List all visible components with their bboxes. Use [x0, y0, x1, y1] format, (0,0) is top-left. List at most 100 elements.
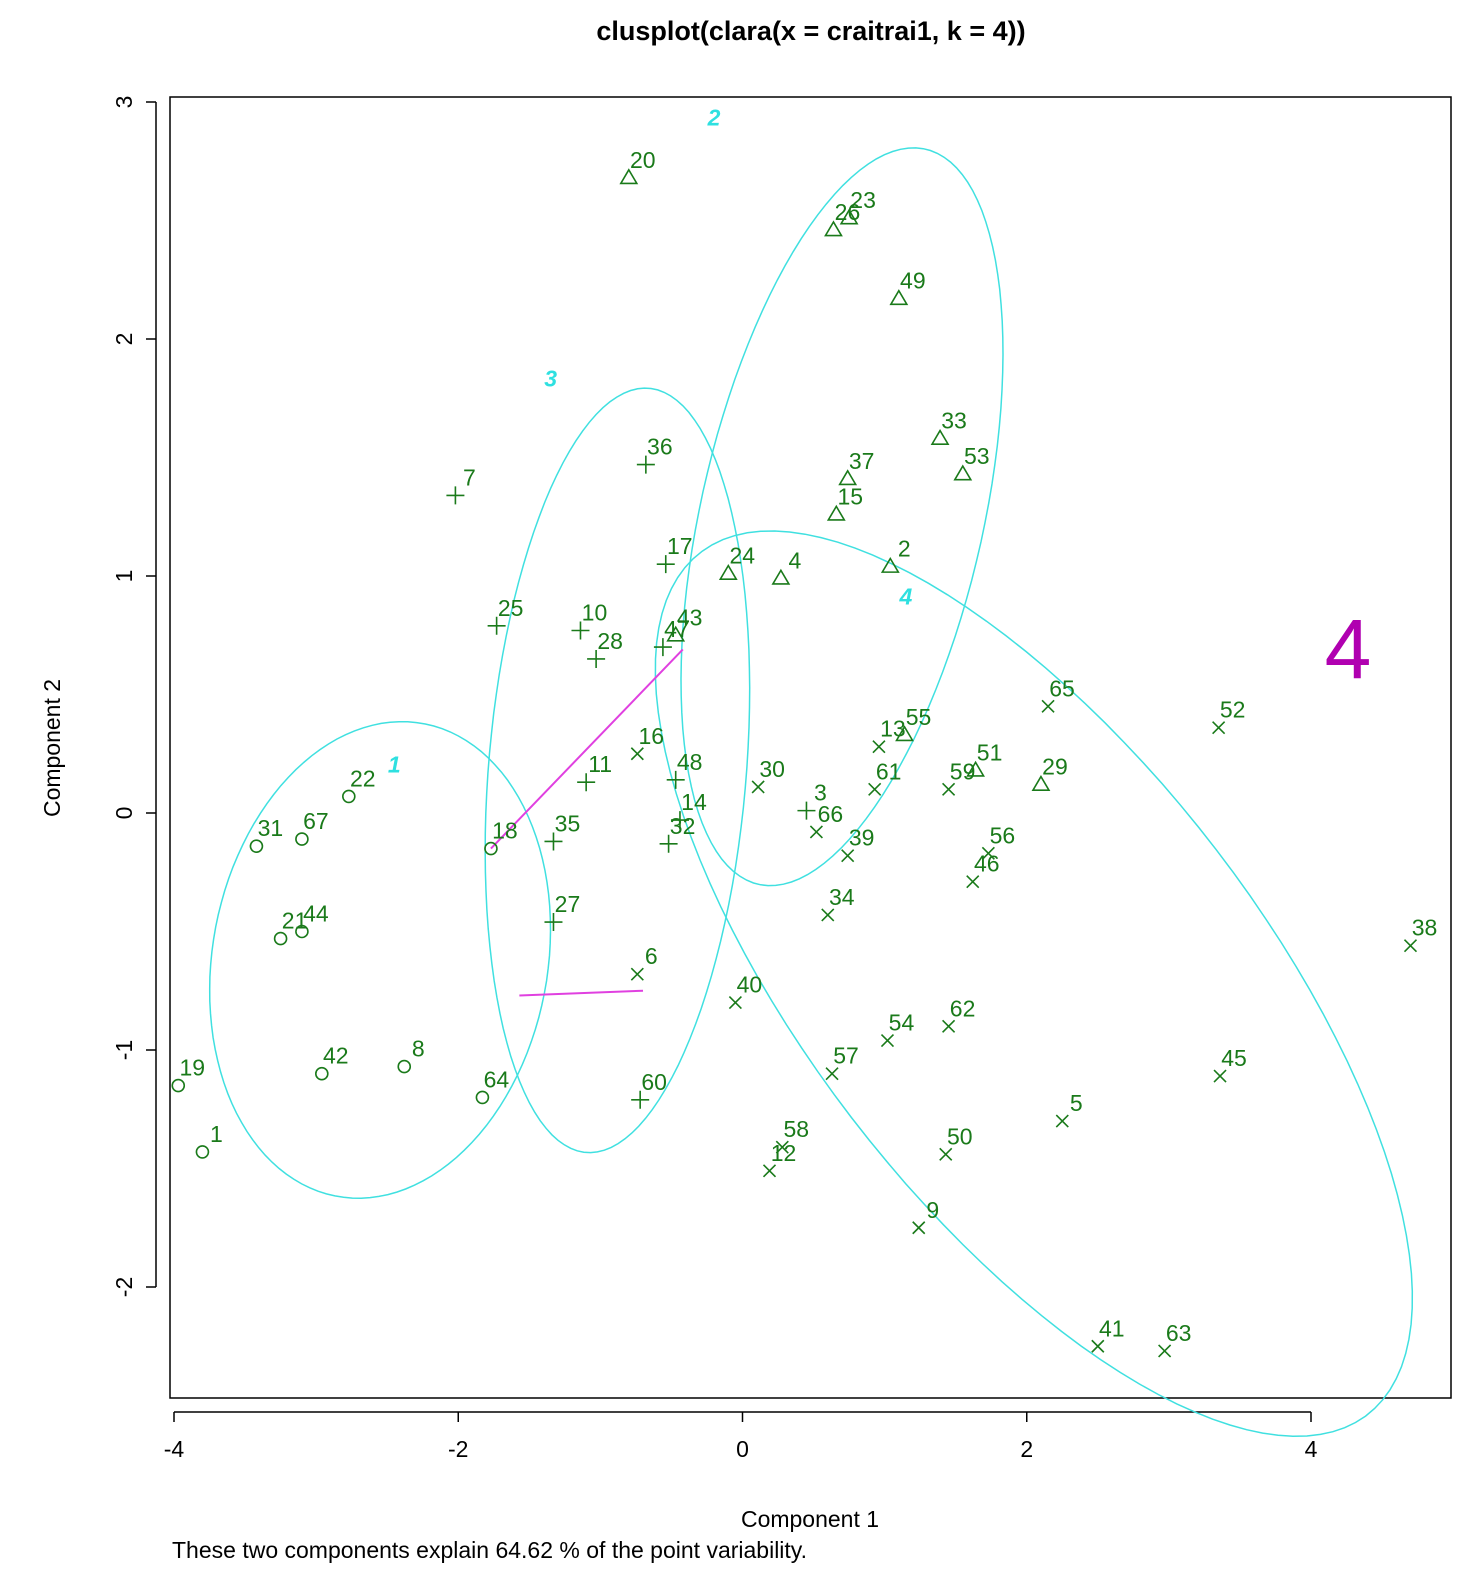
cluster-distance-lines	[490, 648, 684, 997]
plus-marker	[797, 801, 816, 820]
point-31: 31	[249, 815, 283, 853]
plus-marker	[659, 834, 678, 853]
plot-area-frame	[169, 96, 1452, 1399]
point-label: 29	[1042, 754, 1068, 780]
point-52: 52	[1212, 697, 1246, 735]
triangle-marker	[880, 556, 900, 573]
cross-marker	[912, 1221, 926, 1235]
triangle-marker	[1031, 774, 1051, 791]
point-3: 3	[797, 780, 827, 820]
point-label: 39	[849, 825, 875, 851]
circle-marker	[249, 839, 264, 853]
point-38: 38	[1403, 915, 1437, 953]
point-label: 4	[788, 547, 801, 573]
point-19: 19	[171, 1055, 205, 1093]
point-22: 22	[342, 765, 376, 804]
point-label: 24	[729, 543, 755, 569]
point-label: 52	[1220, 697, 1246, 723]
point-42: 42	[315, 1043, 349, 1081]
point-label: 20	[630, 147, 656, 173]
point-label: 49	[900, 268, 926, 294]
y-tick-label: 0	[111, 807, 137, 820]
point-46: 46	[966, 851, 1000, 889]
point-label: 66	[818, 801, 844, 827]
cluster-ellipse-1	[208, 720, 552, 1199]
point-label: 6	[645, 943, 658, 969]
plus-marker	[571, 621, 590, 640]
point-label: 26	[835, 199, 861, 225]
big-cluster-count-annotation: 4	[1325, 602, 1372, 696]
point-label: 58	[783, 1116, 809, 1142]
cluster-label-1: 1	[388, 752, 401, 778]
point-33: 33	[930, 408, 967, 445]
point-65: 65	[1041, 675, 1075, 713]
point-label: 67	[303, 808, 329, 834]
point-7: 7	[446, 464, 476, 505]
triangle-marker	[953, 464, 973, 481]
point-56: 56	[981, 822, 1016, 860]
y-tick-label: 3	[111, 96, 137, 109]
cross-marker	[821, 908, 835, 922]
triangle-marker	[824, 220, 843, 237]
x-axis: -4 -2 0 2 4	[164, 1411, 1318, 1462]
point-label: 23	[850, 187, 876, 213]
point-57: 57	[825, 1043, 859, 1081]
cluster-link-line	[519, 989, 644, 997]
point-label: 34	[829, 884, 855, 910]
triangle-marker	[966, 760, 985, 777]
x-tick-label: -4	[164, 1436, 185, 1462]
point-35: 35	[544, 810, 580, 851]
x-tick-label: -2	[448, 1436, 468, 1462]
point-label: 2	[898, 536, 911, 562]
point-54: 54	[880, 1010, 914, 1048]
cross-marker	[872, 740, 886, 754]
point-25: 25	[487, 595, 523, 635]
plus-marker	[544, 913, 563, 932]
y-axis: -2 -1 0 1 2 3	[111, 96, 157, 1297]
point-4: 4	[771, 547, 801, 585]
point-label: 3	[814, 780, 827, 806]
point-21: 21	[273, 908, 307, 946]
plus-marker	[587, 649, 606, 668]
point-label: 37	[849, 448, 875, 474]
point-27: 27	[544, 891, 580, 932]
point-label: 56	[990, 822, 1016, 848]
point-label: 51	[977, 739, 1003, 765]
point-67: 67	[295, 808, 329, 846]
point-label: 18	[492, 818, 518, 844]
point-20: 20	[619, 147, 656, 185]
point-label: 9	[926, 1197, 939, 1223]
point-32: 32	[659, 813, 695, 853]
point-51: 51	[966, 739, 1003, 777]
cross-marker	[630, 747, 644, 761]
plus-marker	[577, 773, 596, 792]
plus-marker	[656, 555, 675, 574]
point-41: 41	[1091, 1315, 1125, 1353]
triangle-marker	[839, 208, 859, 225]
point-2: 2	[880, 536, 911, 573]
cross-marker	[1091, 1339, 1105, 1353]
point-9: 9	[912, 1197, 939, 1235]
point-40: 40	[728, 972, 762, 1010]
point-label: 47	[664, 616, 690, 642]
point-label: 12	[771, 1140, 797, 1166]
cross-marker	[728, 996, 742, 1010]
point-label: 53	[964, 443, 990, 469]
y-tick-label: -1	[111, 1040, 137, 1060]
point-62: 62	[942, 995, 975, 1033]
point-label: 44	[303, 901, 329, 927]
cross-marker	[1212, 721, 1226, 735]
point-29: 29	[1031, 754, 1068, 791]
point-label: 17	[667, 533, 693, 559]
cross-marker	[981, 846, 995, 860]
point-50: 50	[939, 1123, 973, 1161]
cross-marker	[966, 875, 980, 889]
circle-marker	[484, 841, 498, 856]
point-43: 43	[666, 604, 702, 642]
point-18: 18	[484, 818, 518, 856]
point-47: 47	[653, 616, 690, 657]
circle-marker	[315, 1066, 329, 1081]
cross-marker	[751, 780, 765, 794]
cluster-label-3: 3	[544, 365, 557, 391]
